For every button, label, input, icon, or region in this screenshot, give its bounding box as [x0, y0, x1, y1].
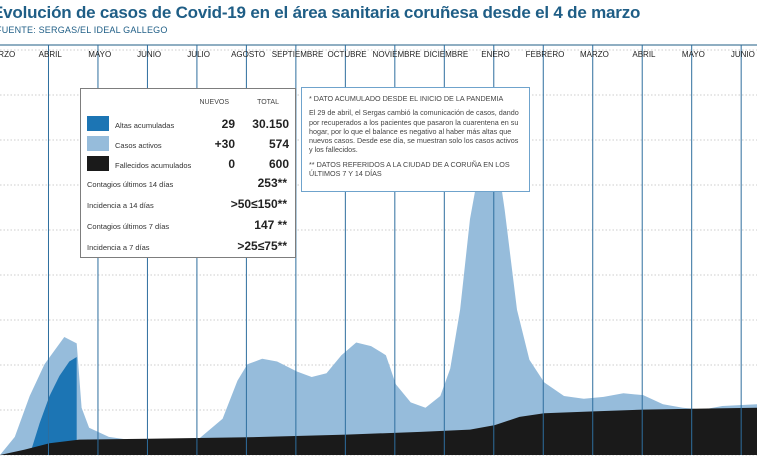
stat-value-contagios-14: 253** — [257, 176, 287, 190]
legend-swatch-fallecidos — [87, 156, 109, 171]
month-label: DICIEMBRE — [424, 50, 468, 59]
month-label: ABRIL — [39, 50, 63, 59]
legend-box: NUEVOS TOTAL Altas acumuladas 29 30.150 … — [80, 88, 296, 258]
area-altas-acumuladas — [29, 357, 77, 455]
month-label: SEPTIEMBRE — [272, 50, 324, 59]
chart-source: FUENTE: SERGAS/EL IDEAL GALLEGO — [0, 25, 168, 35]
legend-col-nuevos: NUEVOS — [199, 99, 229, 106]
month-label: MAYO — [682, 50, 705, 59]
legend-total-activos: 574 — [268, 137, 289, 151]
month-label: MARZO — [580, 50, 609, 59]
stat-value-incidencia-7: >25≤75** — [237, 239, 287, 253]
stat-label-contagios-7: Contagios últimos 7 días — [87, 222, 170, 231]
month-label: MARZO — [0, 50, 15, 59]
legend-swatch-activos — [87, 136, 109, 151]
month-labels: MARZO ABRIL MAYO JUNIO JULIO AGOSTO SEPTIEMBRE… — [0, 50, 755, 59]
month-label: JUNIO — [137, 50, 161, 59]
legend-nuevos-fallecidos: 0 — [228, 157, 235, 171]
legend-nuevos-altas: 29 — [221, 117, 235, 131]
note-cambio-comunicacion: El 29 de abril, el Sergas cambió la comu… — [309, 108, 519, 155]
month-label: JULIO — [187, 50, 210, 59]
month-label: NOVIEMBRE — [373, 50, 421, 59]
note-datos-ciudad: ** DATOS REFERIDOS A LA CIUDAD DE A CORU… — [309, 159, 510, 179]
legend-row-fallecidos: Fallecidos acumulados 0 600 — [81, 154, 297, 174]
stat-value-contagios-7: 147 ** — [254, 218, 287, 232]
chart-title: Evolución de casos de Covid-19 en el áre… — [0, 3, 641, 22]
legend-label-activos: Casos activos — [115, 141, 162, 150]
chart-areas — [0, 135, 757, 455]
month-label: ABRIL — [632, 50, 656, 59]
stat-label-incidencia-7: Incidencia a 7 días — [87, 243, 150, 252]
month-label: FEBRERO — [526, 50, 565, 59]
legend-total-altas: 30.150 — [252, 117, 289, 131]
legend-label-altas: Altas acumuladas — [115, 121, 175, 130]
legend-row-activos: Casos activos +30 574 — [81, 134, 297, 154]
area-fallecidos-acumulados — [0, 407, 757, 455]
month-label: AGOSTO — [231, 50, 265, 59]
notes-box: * DATO ACUMULADO DESDE EL INICIO DE LA P… — [301, 87, 530, 192]
note-acumulado: * DATO ACUMULADO DESDE EL INICIO DE LA P… — [309, 94, 504, 103]
legend-label-fallecidos: Fallecidos acumulados — [115, 161, 192, 170]
legend-total-fallecidos: 600 — [268, 157, 289, 171]
legend-nuevos-activos: +30 — [214, 137, 235, 151]
month-label: OCTUBRE — [328, 50, 367, 59]
stat-value-incidencia-14: >50≤150** — [230, 197, 287, 211]
legend-col-total: TOTAL — [257, 99, 279, 106]
month-label: ENERO — [481, 50, 509, 59]
stat-label-contagios-14: Contagios últimos 14 días — [87, 180, 174, 189]
legend-row-altas: Altas acumuladas 29 30.150 — [81, 114, 297, 134]
legend-swatch-altas — [87, 116, 109, 131]
month-label: MAYO — [88, 50, 111, 59]
stat-label-incidencia-14: Incidencia a 14 días — [87, 201, 154, 210]
month-label: JUNIO — [731, 50, 755, 59]
